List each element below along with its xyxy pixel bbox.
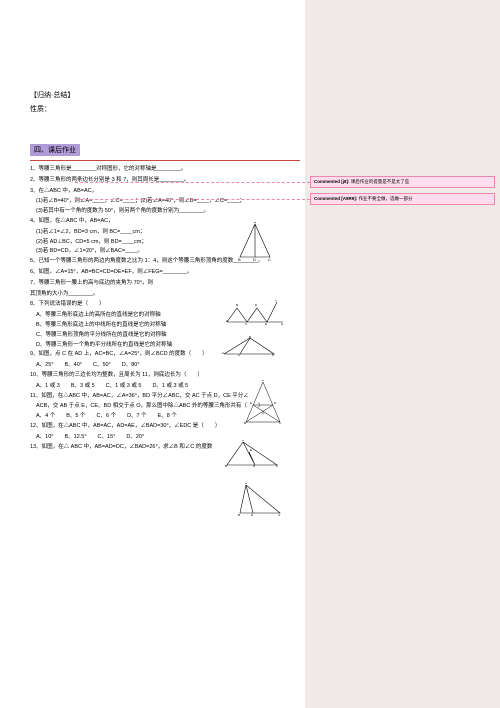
comment-connector-1 — [75, 182, 310, 183]
question-9a: A、25° B、40° C、50° D、80° — [36, 361, 280, 370]
svg-text:D: D — [251, 513, 254, 517]
comment-box-2[interactable]: Commented [A9R9]: 作业不要全做，选做一部分 — [310, 193, 495, 205]
svg-text:B: B — [238, 257, 241, 262]
comment-text-2: 作业不要全做，选做一部分 — [359, 196, 413, 201]
question-2: 2、等腰三角形的两条边长分别是 3 和 7，则其周长是________。 — [30, 176, 280, 185]
figure-triangle-ade: A B D E C — [225, 440, 280, 468]
svg-text:C: C — [279, 421, 282, 425]
svg-text:G: G — [281, 322, 284, 325]
svg-text:A: A — [222, 351, 224, 355]
question-3: 3、在△ABC 中，AB=AC， — [30, 187, 280, 196]
svg-text:C: C — [276, 464, 279, 468]
svg-text:O: O — [262, 411, 265, 415]
section-title: 四、课后作业 — [30, 144, 80, 156]
figure-triangle-abdc: A B D C — [238, 483, 283, 519]
svg-text:A: A — [245, 483, 247, 485]
svg-text:E: E — [250, 448, 252, 452]
svg-text:C: C — [278, 513, 281, 517]
svg-text:A: A — [242, 440, 244, 442]
page-container: Commented [j8]: 课后作业的提量是不是太了些 Commented … — [0, 0, 500, 708]
svg-text:F: F — [275, 300, 277, 302]
svg-text:E: E — [250, 401, 252, 405]
comment-connector-2 — [75, 199, 310, 200]
question-6: 6、如图，∠A=15°，AB=BC=CD=DE=EF，则∠FEG=_______… — [30, 268, 280, 277]
svg-text:B: B — [244, 421, 246, 425]
comment-box-1[interactable]: Commented [j8]: 课后作业的提量是不是太了些 — [310, 176, 495, 188]
figure-triangle-ebd: A B C E D O — [243, 380, 283, 425]
svg-text:E: E — [265, 322, 267, 325]
svg-text:D: D — [274, 401, 277, 405]
svg-text:A: A — [254, 222, 257, 224]
header-line-1: 【归纳·总结】 — [30, 90, 280, 100]
question-3-2: (3)若其中有一个角的度数为 50°，则另两个角的度数分别为________。 — [36, 207, 280, 216]
svg-text:A: A — [262, 380, 264, 382]
svg-text:A: A — [226, 319, 228, 323]
svg-text:D: D — [255, 303, 258, 307]
svg-text:D: D — [253, 464, 256, 468]
figure-triangle-bcd: A B C D — [222, 336, 277, 356]
section-divider — [30, 160, 300, 161]
comment-label-2: Commented [A9R9]: — [314, 196, 357, 201]
figure-zigzag: A B C D E F G — [225, 300, 285, 325]
svg-text:C: C — [245, 322, 248, 325]
svg-text:D: D — [272, 353, 275, 356]
header-section: 【归纳·总结】 性质： — [30, 90, 280, 114]
svg-text:C: C — [268, 257, 271, 262]
question-1: 1、等腰三角形是________对称图形，它的对称轴是________。 — [30, 165, 280, 174]
question-7b: 其顶角的大小为________。 — [30, 290, 280, 299]
figure-triangle-1: A B D C — [235, 222, 275, 262]
svg-text:B: B — [225, 464, 227, 468]
svg-text:D: D — [253, 257, 256, 262]
question-10: 10、等腰三角形的三边长均为整数，且周长为 11，则底边长为（ ） — [30, 371, 280, 380]
comment-text-1: 课后作业的提量是不是太了些 — [351, 179, 410, 184]
header-line-2: 性质： — [30, 104, 280, 114]
comment-label-1: Commented [j8]: — [314, 179, 350, 184]
svg-text:B: B — [249, 336, 251, 339]
comment-sidebar — [305, 0, 500, 708]
svg-text:B: B — [236, 303, 238, 307]
svg-text:B: B — [238, 513, 240, 517]
question-7: 7、等腰三角形一腰上的高与底边的夹角为 70°，则 — [30, 279, 280, 288]
